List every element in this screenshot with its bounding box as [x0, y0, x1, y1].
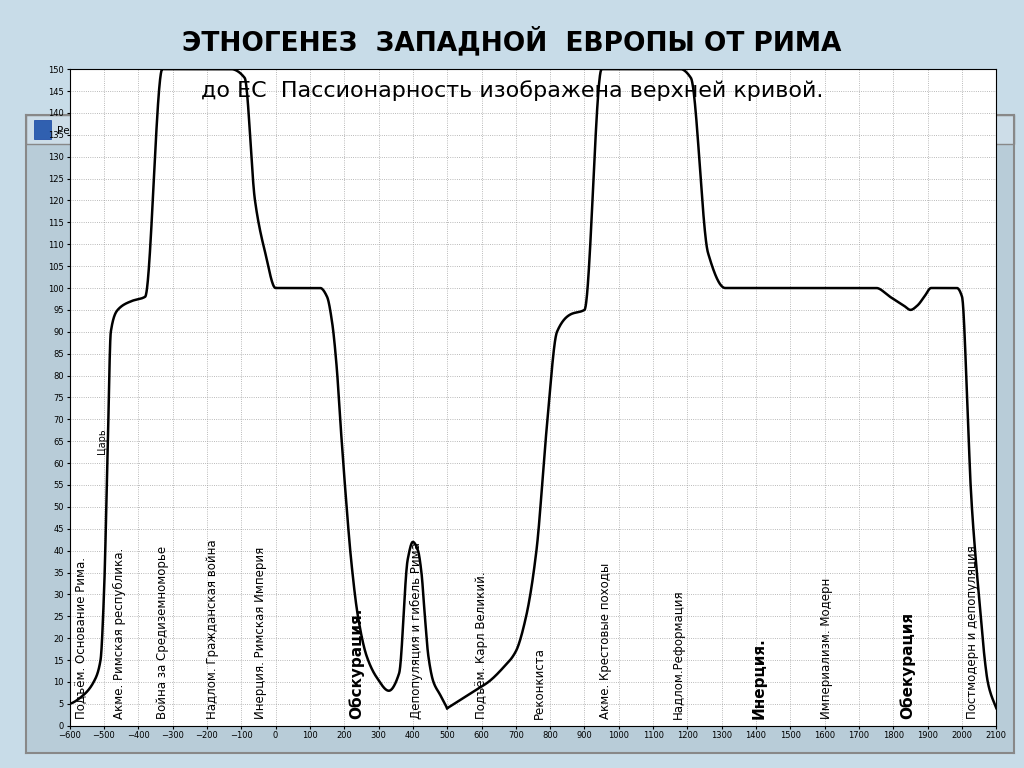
Text: Инерция.: Инерция.	[752, 637, 767, 719]
Text: Царь: Царь	[97, 429, 108, 455]
FancyBboxPatch shape	[26, 115, 1014, 144]
Text: ЭТНОГЕНЕЗ  ЗАПАДНОЙ  ЕВРОПЫ ОТ РИМА: ЭТНОГЕНЕЗ ЗАПАДНОЙ ЕВРОПЫ ОТ РИМА	[182, 27, 842, 57]
Text: Инерция. Римская Империя: Инерция. Римская Империя	[254, 547, 266, 719]
Text: Акме. Римская республика.: Акме. Римская республика.	[113, 548, 126, 719]
Text: Постмодерн и депопуляция: Постмодерн и депопуляция	[966, 545, 979, 719]
Text: Депопуляция и гибель Рима: Депопуляция и гибель Рима	[410, 542, 423, 719]
Text: Реконкиста: Реконкиста	[534, 647, 547, 719]
Text: Обскурация.: Обскурация.	[348, 607, 365, 719]
Bar	[34, 121, 51, 140]
Text: Обекурация: Обекурация	[899, 612, 915, 719]
Text: Надлом.Реформация: Надлом.Реформация	[673, 590, 685, 719]
Text: Результат: Результат	[57, 126, 113, 136]
Text: Война за Средиземноморье: Война за Средиземноморье	[156, 546, 169, 719]
Text: до ЕС  Пассионарность изображена верхней кривой.: до ЕС Пассионарность изображена верхней …	[201, 81, 823, 101]
Text: Подъём. Основание Рима.: Подъём. Основание Рима.	[75, 558, 88, 719]
Text: Акме. Крестовые походы: Акме. Крестовые походы	[599, 563, 611, 719]
Text: Империализм. Модерн: Империализм. Модерн	[820, 578, 833, 719]
Text: Надлом. Гражданская война: Надлом. Гражданская война	[206, 540, 218, 719]
Text: Подъём. Карл Великий.: Подъём. Карл Великий.	[475, 571, 488, 719]
